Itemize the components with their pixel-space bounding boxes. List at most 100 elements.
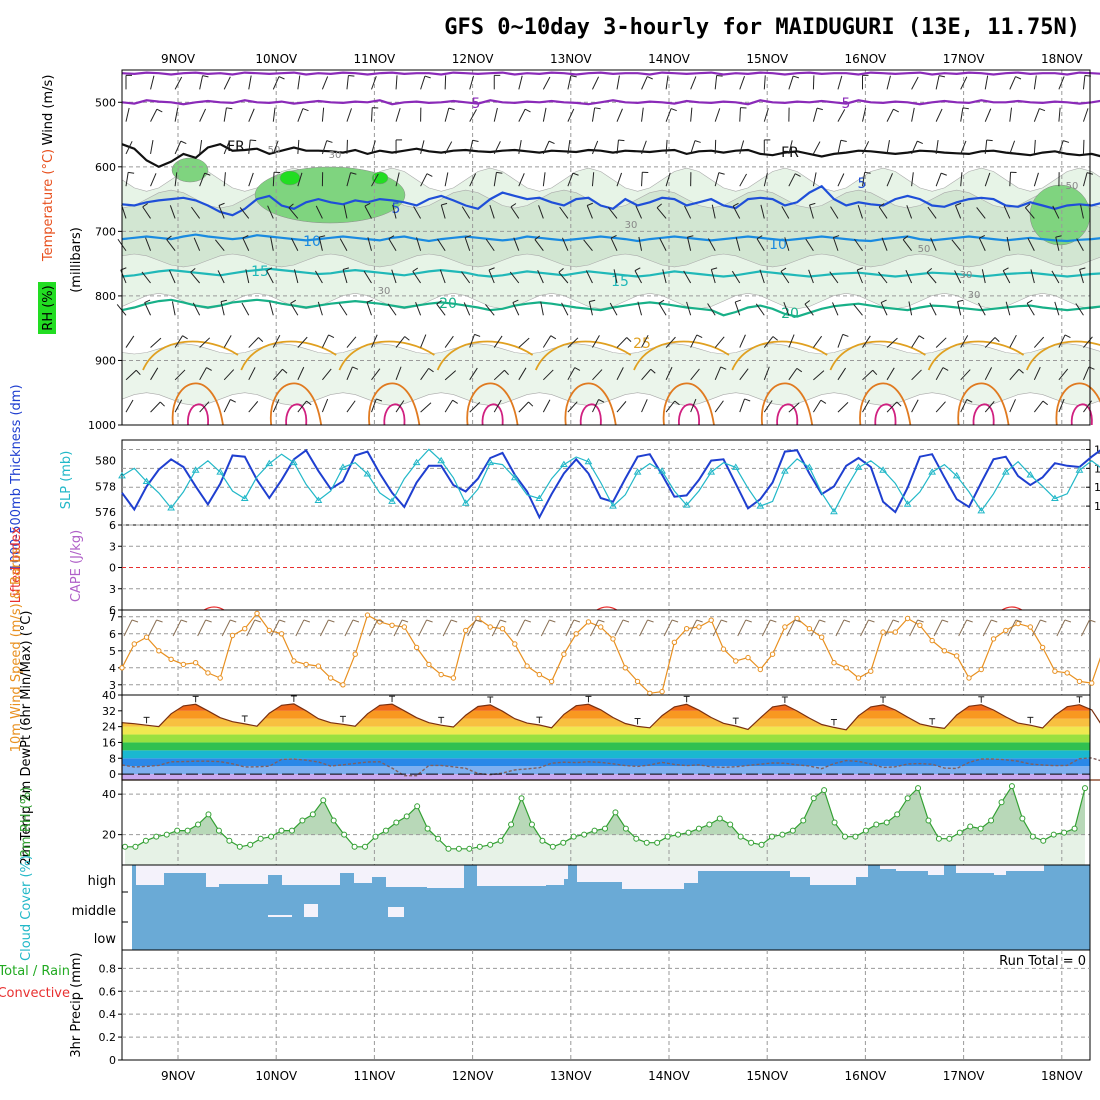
wind-barb: [461, 271, 471, 284]
wind-barb-10m: [1007, 619, 1017, 637]
isotherm-25: [142, 340, 239, 371]
isotherm-label: FR: [781, 145, 799, 161]
date-tick-label: 10NOV: [255, 1069, 297, 1083]
date-tick-label: 16NOV: [845, 52, 887, 66]
isotherm-30: [269, 382, 323, 426]
slp-marker: [216, 468, 225, 475]
wind-speed-marker: [720, 646, 727, 652]
wind-barb: [911, 369, 922, 381]
wind-speed-marker: [487, 624, 493, 630]
wind-barb: [984, 139, 988, 154]
wind-barb: [174, 399, 183, 413]
wind-speed-marker: [242, 626, 248, 632]
wind-speed-marker: [168, 656, 174, 662]
cloud-high-gap: [136, 865, 150, 885]
ylabel-thickness: 1000-500mb Thickness (dm): [9, 384, 24, 571]
wind-barb: [248, 108, 255, 122]
wind-barb: [168, 270, 176, 284]
wind-barb-flag: [716, 74, 723, 77]
wind-barb: [763, 172, 768, 187]
cloud-middle-gap: [268, 915, 292, 917]
isotherm-label: 5: [392, 201, 401, 217]
cloud-high-gap: [326, 865, 340, 885]
wind-barb-flag: [918, 335, 925, 340]
rh-marker: [518, 795, 525, 802]
wind-barb: [339, 238, 348, 251]
rh-marker: [549, 843, 556, 850]
wind-barb-flag: [428, 367, 434, 373]
wind-barb: [1009, 76, 1016, 90]
wind-barb: [518, 401, 529, 413]
wind-barb: [199, 108, 207, 122]
wind-barb-flag: [735, 299, 742, 303]
wind-speed-marker: [266, 627, 272, 634]
wind-barb: [960, 107, 964, 122]
wind-barb-flag: [156, 108, 163, 113]
wind-barb: [297, 400, 307, 413]
wind-barb: [493, 335, 503, 348]
wind-barb: [616, 367, 624, 381]
wind-barb: [592, 76, 600, 90]
rh-marker: [967, 823, 974, 830]
ylabel-wind: Wind (m/s): [41, 75, 56, 146]
wind-barb: [908, 301, 913, 316]
wind-barb: [935, 75, 940, 90]
wind-barb: [542, 76, 551, 90]
wind-barb: [911, 76, 919, 90]
wind-speed-marker: [696, 624, 702, 630]
wind-barb-flag: [524, 108, 531, 113]
wind-barb: [935, 337, 947, 348]
wind-barb-flag: [474, 333, 481, 337]
isotherm-30: [1055, 382, 1100, 426]
rh-marker: [1029, 833, 1036, 840]
rh-marker: [236, 843, 243, 850]
rh-marker: [831, 819, 838, 826]
wind-speed-marker: [426, 661, 432, 668]
wind-barb-flag: [426, 173, 433, 177]
wind-speed-marker: [536, 671, 543, 678]
temp-band: [122, 710, 1090, 719]
wind-barb: [954, 205, 962, 219]
wind-barb: [862, 172, 866, 187]
thickness-line: [121, 448, 1100, 520]
isotherm-25: [240, 340, 337, 371]
wind-barb: [242, 237, 250, 251]
wind-barb: [853, 304, 863, 316]
date-tick-label: 17NOV: [943, 1069, 985, 1083]
wind-barb: [881, 237, 888, 251]
wind-barb: [585, 270, 593, 284]
wind-barb: [444, 399, 453, 413]
rh-marker: [789, 827, 796, 834]
wind-barb: [1033, 400, 1044, 413]
temp-band: [122, 718, 1090, 727]
slp-marker: [584, 457, 593, 465]
wind-barb: [223, 76, 231, 90]
wind-barb-10m-flag: [745, 619, 752, 623]
wind-barb-flag: [626, 337, 632, 343]
wind-barb-flag: [598, 399, 605, 403]
wind-barb: [150, 367, 159, 381]
wind-barb: [518, 337, 530, 348]
wind-barb: [1033, 108, 1040, 122]
wind-barb: [926, 271, 937, 284]
wind-barb: [371, 368, 381, 381]
wind-barb: [542, 399, 551, 413]
wind-speed-marker: [131, 641, 137, 647]
wind-barb: [346, 400, 356, 413]
wind-barb-10m-flag: [279, 619, 286, 623]
wind-barb-10m-flag: [868, 619, 875, 623]
wind-barb: [125, 141, 133, 155]
wind-barb: [215, 239, 225, 252]
rh-marker: [842, 833, 848, 840]
wind-barb-flag: [1002, 267, 1009, 272]
cape-bump: [596, 606, 618, 611]
wind-barb-10m: [761, 619, 771, 637]
wind-barb: [739, 334, 746, 348]
wind-barb-10m: [148, 619, 157, 637]
cloud-middle-gap: [388, 907, 404, 917]
wind-barb-flag: [650, 368, 656, 374]
wind-barb-10m-flag: [598, 619, 605, 623]
wind-barb: [607, 207, 618, 219]
wind-barb: [272, 399, 280, 413]
wind-barb: [960, 76, 968, 90]
